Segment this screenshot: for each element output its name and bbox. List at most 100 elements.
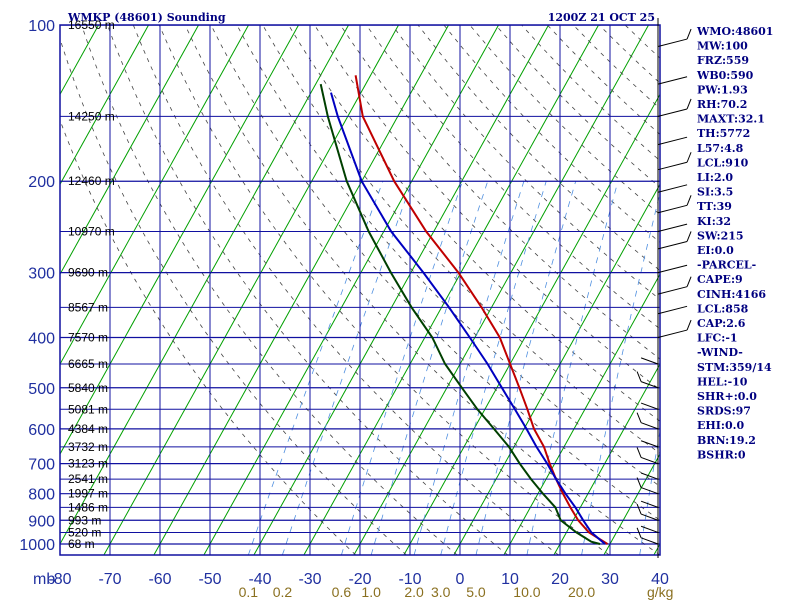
wind-barb-feather xyxy=(636,447,642,458)
pressure-axis-label: mb xyxy=(33,571,55,588)
pressure-tick-label: 700 xyxy=(28,457,55,474)
mixing-ratio-line xyxy=(341,181,463,555)
dry-adiabat-line xyxy=(184,25,660,555)
height-label: 14250 m xyxy=(68,109,115,123)
wind-barb-feather xyxy=(686,231,692,242)
height-label: 9690 m xyxy=(68,266,108,280)
isotherm-line xyxy=(453,183,660,555)
wind-barb xyxy=(657,184,688,193)
wind-barb xyxy=(657,161,688,171)
plot-area xyxy=(60,25,660,555)
index-entry: LCL:858 xyxy=(697,302,749,315)
height-label: 520 m xyxy=(68,525,101,539)
index-entry: SHR+:0.0 xyxy=(697,390,757,403)
plot-frame xyxy=(59,24,661,556)
isotherm-line xyxy=(60,25,150,186)
wind-barb xyxy=(640,472,659,480)
wind-barb xyxy=(657,329,688,338)
wind-barb xyxy=(640,513,659,521)
dry-adiabat-line xyxy=(417,25,660,272)
isotherm-line xyxy=(60,25,250,366)
mixing-ratio-tick-label: 0.6 xyxy=(332,584,352,600)
height-label: 3732 m xyxy=(68,440,108,454)
temperature-tick-label: -30 xyxy=(298,571,321,588)
index-entry: BSHR:0 xyxy=(697,448,746,461)
height-label: 993 m xyxy=(68,513,101,527)
index-entry: -PARCEL- xyxy=(697,259,756,272)
wind-barb xyxy=(657,108,688,117)
index-entry: SW:215 xyxy=(697,229,744,242)
sounding-profiles xyxy=(319,75,609,545)
temperature-tick-label: -60 xyxy=(148,571,171,588)
mixing-ratio-line xyxy=(370,181,489,555)
wind-barb-feather xyxy=(686,28,692,40)
temperature-tick-label: 0 xyxy=(456,571,465,588)
plot-border xyxy=(59,24,661,556)
height-label: 68 m xyxy=(68,537,95,551)
mixing-ratio-tick-label: 3.0 xyxy=(431,584,451,600)
index-entry: CINH:4166 xyxy=(697,288,766,301)
isotherm-line xyxy=(60,25,350,546)
height-label: 1997 m xyxy=(68,487,108,501)
wind-barb xyxy=(657,38,688,47)
isotherm-line xyxy=(60,25,300,456)
isotherm-lines xyxy=(60,25,660,555)
index-entry: HEL:-10 xyxy=(697,375,748,388)
wind-barb xyxy=(657,223,688,233)
height-label: 6665 m xyxy=(68,357,108,371)
isotherm-line xyxy=(60,25,200,276)
wind-barb xyxy=(657,136,688,146)
dry-adiabat-line xyxy=(81,25,458,555)
wind-barb xyxy=(657,305,688,315)
wind-barb xyxy=(640,402,659,410)
isotherm-line xyxy=(553,363,660,555)
pressure-tick-label: 400 xyxy=(28,330,55,347)
wind-barb-feather xyxy=(636,412,642,423)
mixing-ratio-line xyxy=(475,181,577,555)
index-entry: -WIND- xyxy=(697,346,743,359)
wind-barb xyxy=(657,76,688,85)
temperature-tick-label: -70 xyxy=(98,571,121,588)
index-entry: WMO:48601 xyxy=(696,25,773,38)
height-label: 7570 m xyxy=(68,330,108,344)
index-entry: RH:70.2 xyxy=(697,98,747,111)
temperature-tick-label: -80 xyxy=(48,571,71,588)
wind-barbs xyxy=(636,18,692,558)
chart-title: WMKP (48601) Sounding xyxy=(67,11,226,24)
index-entry: MAXT:32.1 xyxy=(697,113,765,126)
index-entry: BRN:19.2 xyxy=(697,434,756,447)
temperature-tick-label: -20 xyxy=(348,571,371,588)
pressure-tick-label: 300 xyxy=(28,266,55,283)
mixing-ratio-line xyxy=(282,181,413,555)
wind-barb-feather xyxy=(636,477,642,488)
pressure-tick-label: 1000 xyxy=(19,537,55,554)
isotherm-line xyxy=(403,93,660,555)
height-label: 12460 m xyxy=(68,174,115,188)
pressure-grid xyxy=(60,25,660,555)
mixing-ratio-tick-label: 20.0 xyxy=(568,584,595,600)
height-label: 1486 m xyxy=(68,500,108,514)
index-entry: EHI:0.0 xyxy=(697,419,744,432)
isotherm-line xyxy=(353,25,650,555)
dry-adiabat-line xyxy=(210,25,660,521)
mixing-ratio-tick-label: 0.2 xyxy=(273,584,293,600)
index-entry: TH:5772 xyxy=(697,127,750,140)
wind-barb-feather xyxy=(686,98,692,110)
isotherm-line xyxy=(153,25,450,555)
temperature-tick-label: -10 xyxy=(398,571,421,588)
index-entry: CAP:2.6 xyxy=(697,317,746,330)
pressure-tick-label: 800 xyxy=(28,487,55,504)
mixing-ratio-tick-label: 1.0 xyxy=(361,584,381,600)
mixing-ratio-tick-label: 2.0 xyxy=(404,584,424,600)
wind-barb xyxy=(640,456,659,465)
dry-adiabat-line xyxy=(314,25,660,391)
temperature-tick-label: -50 xyxy=(198,571,221,588)
wind-barb xyxy=(657,204,688,214)
wind-barb-feather xyxy=(686,319,692,331)
dewpoint-profile-line xyxy=(319,83,601,545)
index-entry: WB0:590 xyxy=(696,69,754,82)
wind-barb-feather xyxy=(686,152,692,163)
